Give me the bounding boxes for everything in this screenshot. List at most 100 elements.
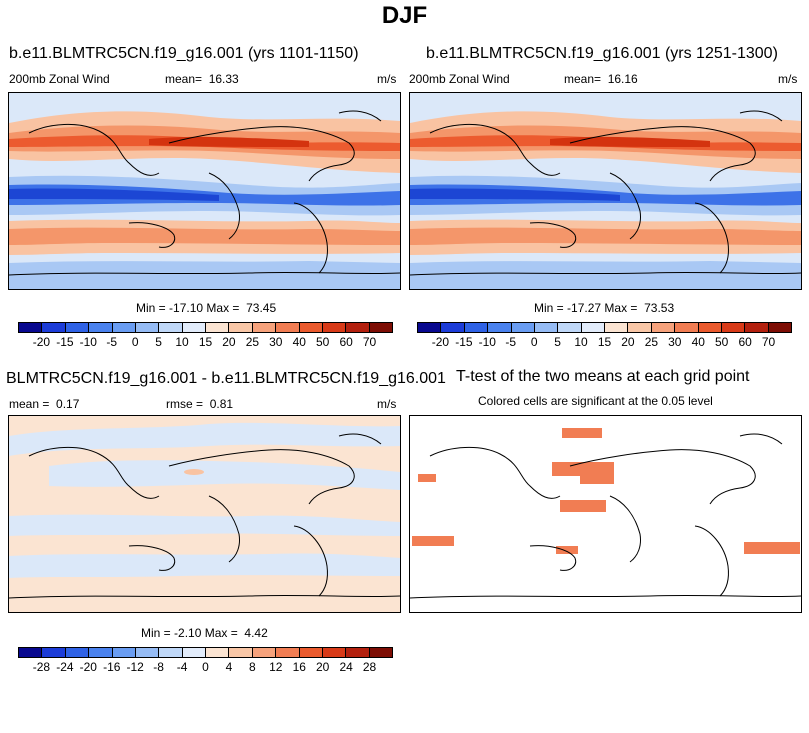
panel2-max-value: 73.53 xyxy=(644,301,675,315)
colorbar-tick-label: 15 xyxy=(597,335,612,349)
colorbar-swatch xyxy=(229,323,253,332)
sig-cell xyxy=(412,536,454,546)
panel2-max-label: Max = xyxy=(604,301,638,315)
colorbar-tick-label: -16 xyxy=(103,660,121,674)
colorbar-swatch xyxy=(135,323,160,332)
diff-map xyxy=(9,416,400,612)
colorbar-swatch xyxy=(299,648,323,657)
colorbar-tick-label: 15 xyxy=(198,335,213,349)
colorbar-swatch xyxy=(65,323,90,332)
colorbar-swatch xyxy=(488,323,512,332)
panel1-minmax: Min = -17.10 Max = 73.45 xyxy=(136,301,276,315)
colorbar-swatch xyxy=(89,648,113,657)
colorbar-tick-label: -15 xyxy=(56,335,74,349)
diff-negative-band-3 xyxy=(9,514,400,536)
colorbar-tick-label: -8 xyxy=(153,660,164,674)
colorbar-tick-label: 20 xyxy=(222,335,236,349)
colorbar-tick-label: 0 xyxy=(202,660,209,674)
sig-cell xyxy=(580,476,614,484)
colorbar-tick-label: -15 xyxy=(455,335,473,349)
colorbar-swatch xyxy=(418,323,442,332)
colorbar-tick-label: -5 xyxy=(106,335,118,349)
colorbar-swatch xyxy=(229,648,253,657)
colorbar-tick-label: 5 xyxy=(155,335,162,349)
colorbar-tick-label: 10 xyxy=(574,335,588,349)
colorbar-swatch xyxy=(346,323,370,332)
panel4-title: T-test of the two means at each grid poi… xyxy=(456,368,750,385)
panel1-variable: 200mb Zonal Wind xyxy=(9,72,110,86)
colorbar-swatch xyxy=(698,323,722,332)
coastlines xyxy=(410,110,801,276)
panel3-rmse-label: rmse = xyxy=(166,397,204,411)
wind-map-1 xyxy=(9,93,400,289)
nh-jet-max xyxy=(149,136,309,147)
diff-positive-patch xyxy=(184,469,204,475)
colorbar-swatch xyxy=(581,323,605,332)
colorbar-swatch xyxy=(768,323,791,332)
colorbar-tick-label: -10 xyxy=(79,335,97,349)
colorbar-tick-label: 5 xyxy=(554,335,561,349)
colorbar-tick-label: 10 xyxy=(175,335,189,349)
coastline xyxy=(168,449,355,505)
coastline xyxy=(529,222,577,248)
ttest-map xyxy=(410,416,801,612)
panel3-units: m/s xyxy=(377,397,397,411)
colorbar-tick-label: 70 xyxy=(362,335,377,349)
coastline xyxy=(429,123,561,176)
coastline xyxy=(529,545,577,571)
colorbar-tick-label: 12 xyxy=(269,660,283,674)
coastline xyxy=(429,446,561,499)
coastline xyxy=(28,123,160,176)
colorbar-swatch xyxy=(276,648,300,657)
colorbar-swatch xyxy=(112,648,136,657)
colorbar-tick-label: 50 xyxy=(316,335,330,349)
colorbar-swatch xyxy=(534,323,559,332)
diff-negative-band-1 xyxy=(9,422,400,456)
colorbar-panel2 xyxy=(417,322,792,333)
panel3-max-label: Max = xyxy=(204,626,238,640)
coastline xyxy=(569,126,756,182)
sh-polar-band xyxy=(410,261,801,289)
colorbar-tick-label: 16 xyxy=(292,660,306,674)
coastline xyxy=(208,495,240,563)
tropical-easterly-max xyxy=(9,188,219,201)
panel1-max-value: 73.45 xyxy=(246,301,277,315)
coastline xyxy=(410,594,801,599)
panel1-mean-value: 16.33 xyxy=(208,72,239,86)
panel1-max-label: Max = xyxy=(206,301,240,315)
panel3-min-label: Min = xyxy=(141,626,171,640)
map-panel1 xyxy=(8,92,401,290)
colorbar-panel1 xyxy=(18,322,393,333)
colorbar-swatch xyxy=(19,648,43,657)
colorbar-tick-label: -20 xyxy=(32,335,51,349)
panel3-minmax: Min = -2.10 Max = 4.42 xyxy=(141,626,268,640)
coastline xyxy=(128,222,176,248)
colorbar-swatch xyxy=(19,323,43,332)
panel1-min-label: Min = xyxy=(136,301,166,315)
sig-cell xyxy=(556,546,578,554)
colorbar-swatch xyxy=(651,323,676,332)
colorbar-tick-label: -28 xyxy=(32,660,51,674)
coastlines xyxy=(410,433,801,599)
colorbar-swatch xyxy=(276,323,300,332)
colorbar-tick-label: -24 xyxy=(56,660,74,674)
panel2-min-value: -17.27 xyxy=(567,301,602,315)
colorbar-tick-label: 4 xyxy=(225,660,233,674)
colorbar-swatch xyxy=(511,323,535,332)
colorbar-swatch xyxy=(322,648,347,657)
sh-polar-band xyxy=(9,261,400,289)
colorbar-tick-label: 0 xyxy=(530,335,538,349)
colorbar-diff xyxy=(18,647,393,658)
colorbar-swatch xyxy=(605,323,629,332)
panel3-min-value: -2.10 xyxy=(174,626,202,640)
colorbar-swatch xyxy=(299,323,323,332)
colorbar-swatch xyxy=(346,648,370,657)
colorbar-tick-label: 20 xyxy=(316,660,330,674)
colorbar-swatch xyxy=(745,323,769,332)
coastlines xyxy=(9,110,400,276)
panel3-mean-label: mean = xyxy=(9,397,50,411)
colorbar-swatch xyxy=(135,648,160,657)
panel1-min-value: -17.10 xyxy=(169,301,204,315)
colorbar-tick-label: 25 xyxy=(245,335,260,349)
colorbar-tick-label: 60 xyxy=(738,335,752,349)
